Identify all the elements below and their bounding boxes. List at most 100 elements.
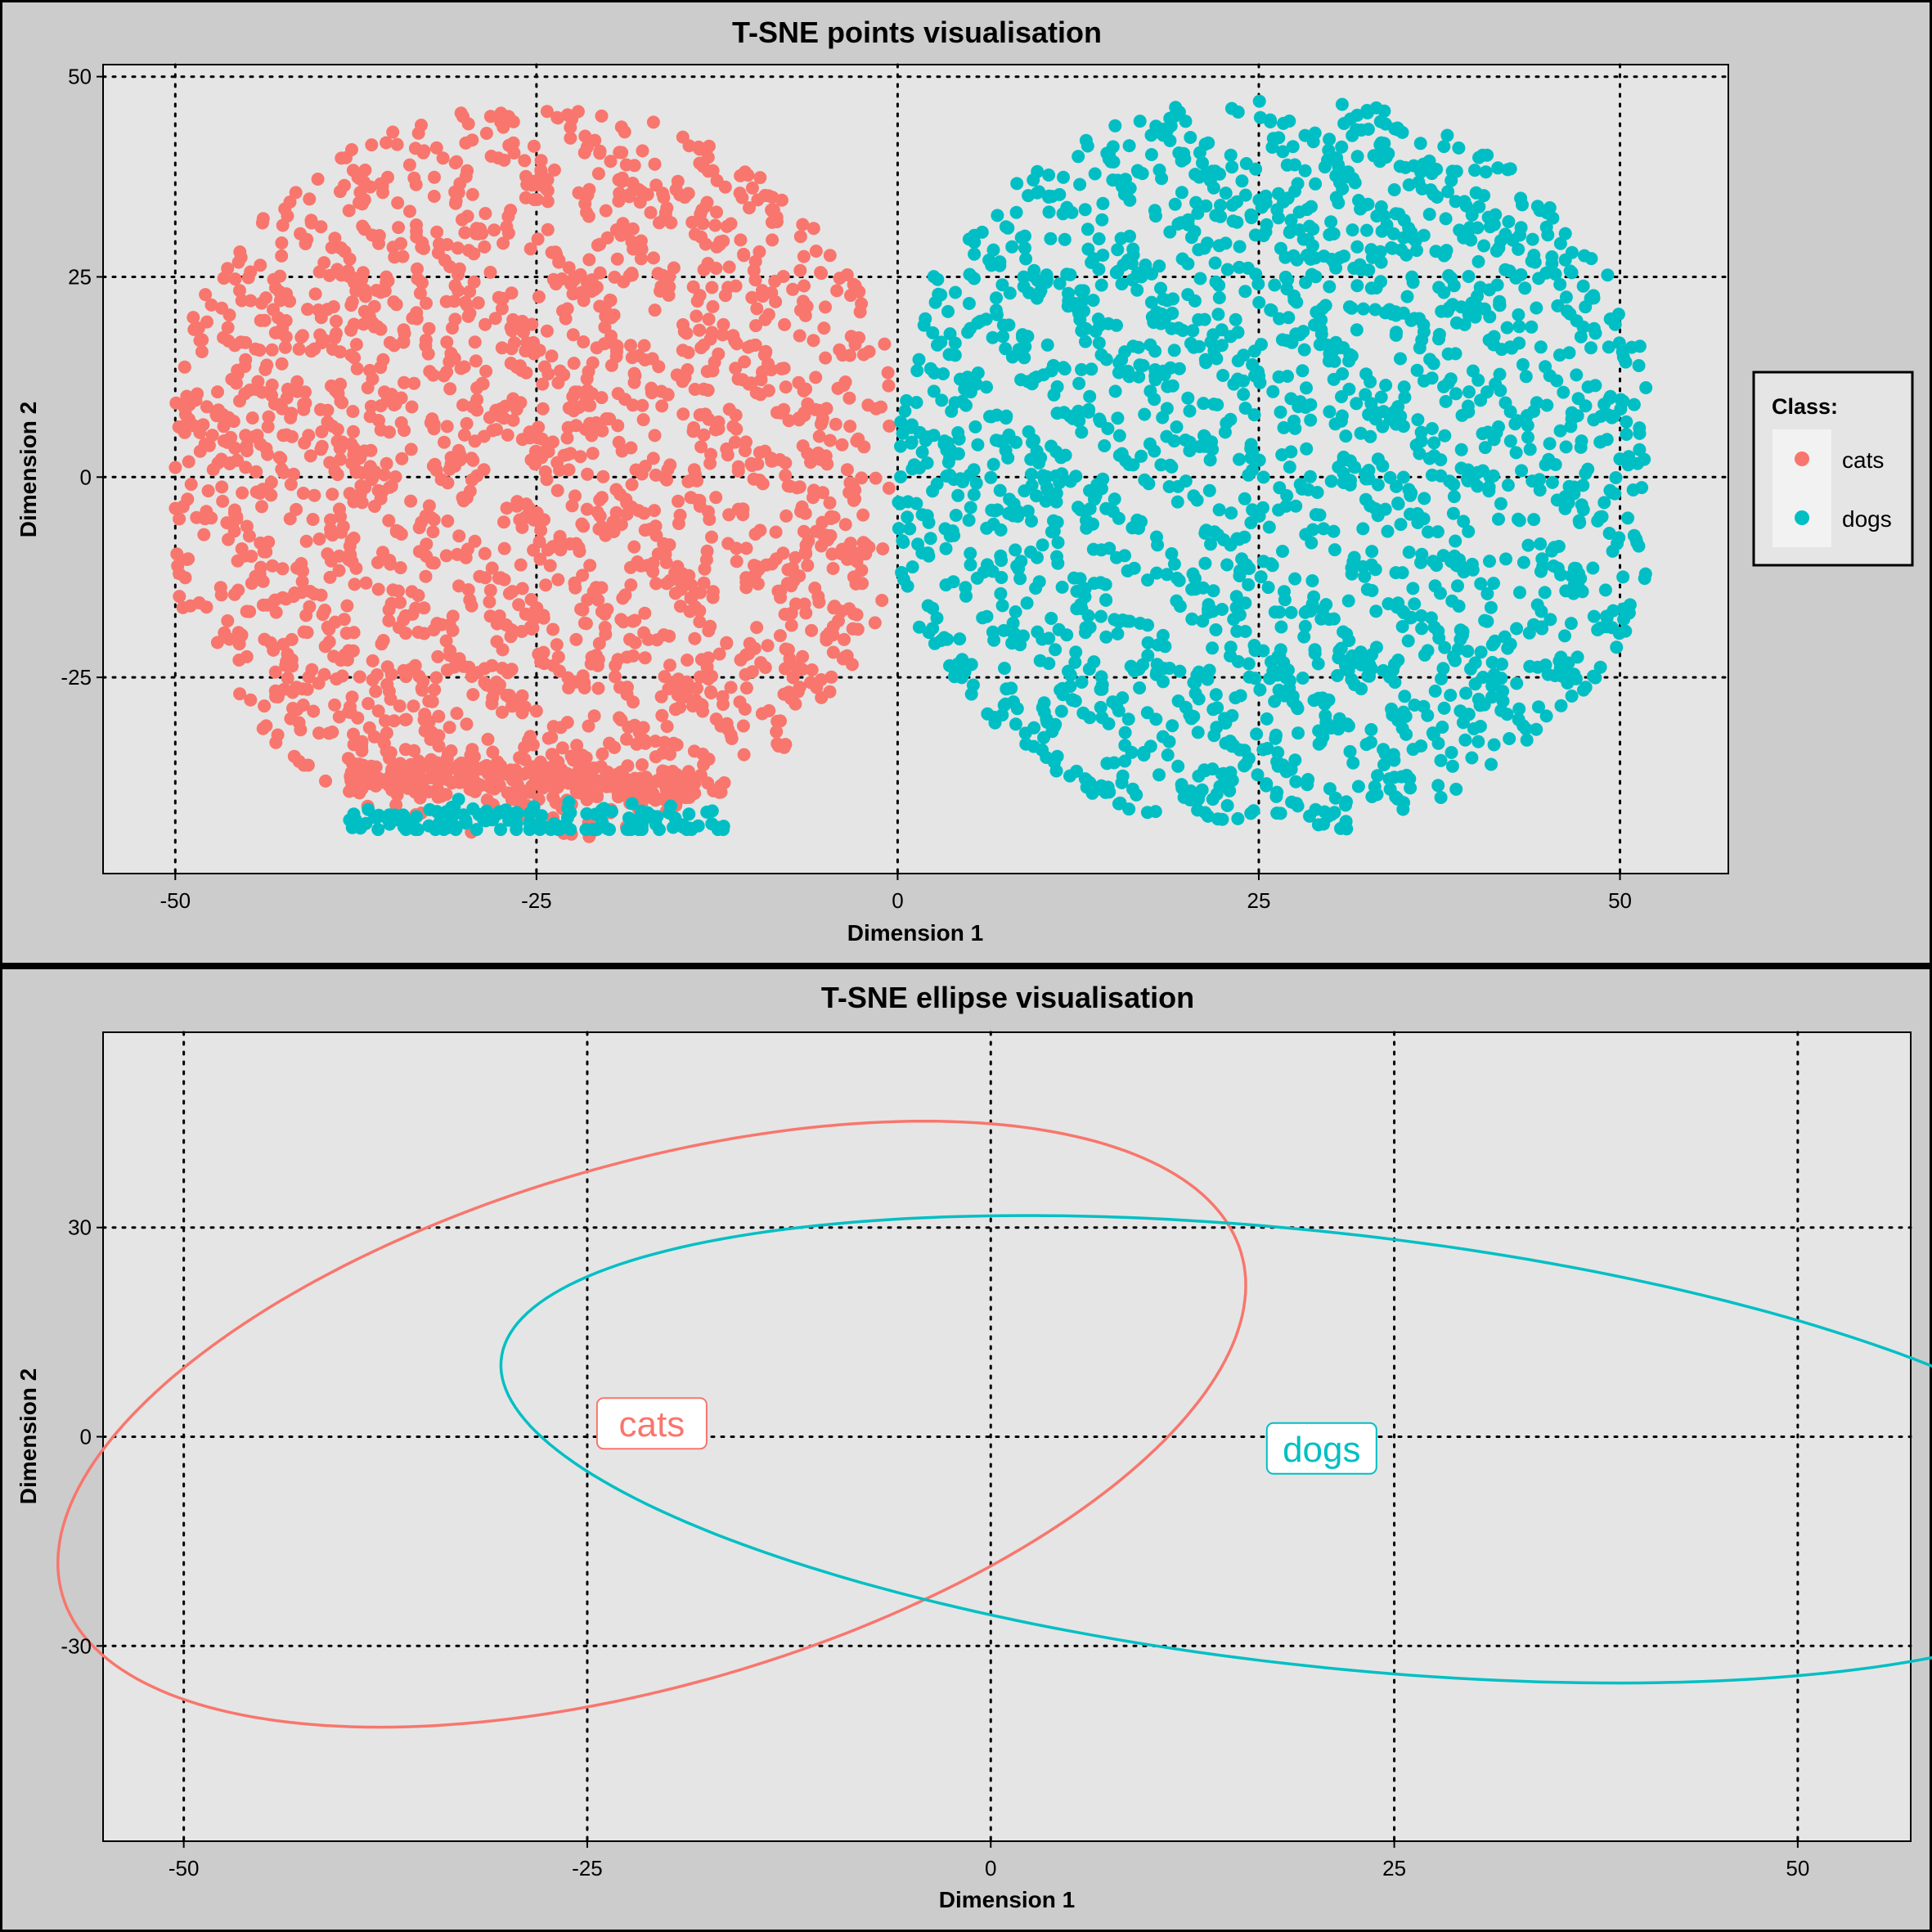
- data-point-dogs: [1031, 550, 1044, 564]
- data-point-cats: [640, 187, 654, 201]
- data-point-dogs: [1487, 577, 1500, 591]
- data-point-cats: [200, 400, 213, 414]
- data-point-dogs: [1050, 407, 1064, 420]
- data-point-dogs: [1539, 709, 1553, 723]
- data-point-cats: [471, 296, 485, 310]
- data-point-cats: [441, 476, 455, 490]
- data-point-cats: [705, 281, 719, 294]
- data-point-cats: [437, 369, 451, 383]
- data-point-dogs: [1165, 321, 1179, 335]
- data-point-cats: [302, 429, 316, 443]
- data-point-cats: [453, 177, 467, 191]
- data-point-dogs: [986, 330, 1000, 344]
- data-point-cats: [519, 191, 532, 204]
- data-point-cats: [180, 553, 194, 566]
- data-point-dogs: [939, 541, 953, 555]
- data-point-cats: [638, 651, 652, 665]
- data-point-cats: [366, 228, 379, 242]
- data-point-dogs: [1202, 136, 1215, 150]
- data-point-dogs: [1359, 198, 1373, 212]
- data-point-dogs: [1525, 474, 1539, 488]
- data-point-dogs: [1166, 306, 1179, 320]
- points-y-tick-label: 0: [80, 465, 92, 489]
- points-x-axis-title: Dimension 1: [847, 920, 983, 946]
- data-point-dogs: [1480, 148, 1494, 162]
- data-point-dogs: [1374, 275, 1387, 289]
- data-point-cats: [721, 448, 735, 462]
- data-point-dogs: [1489, 208, 1503, 222]
- data-point-cats: [737, 247, 751, 261]
- data-point-cats: [843, 420, 857, 434]
- data-point-dogs: [1239, 157, 1253, 170]
- data-point-dogs: [1251, 277, 1265, 291]
- data-point-cats: [440, 420, 454, 434]
- data-point-cats: [245, 411, 259, 425]
- data-point-dogs: [1435, 672, 1448, 685]
- data-point-dogs: [1559, 290, 1573, 304]
- data-point-dogs: [1309, 177, 1323, 191]
- data-point-cats: [786, 671, 800, 685]
- data-point-cats: [660, 577, 673, 591]
- data-point-cats: [712, 647, 726, 661]
- data-point-cats: [411, 754, 425, 768]
- data-point-cats: [399, 670, 413, 684]
- data-point-cats: [417, 241, 430, 255]
- data-point-dogs: [1285, 335, 1299, 349]
- data-point-dogs: [1579, 466, 1593, 480]
- data-point-dogs: [1591, 623, 1605, 636]
- data-point-dogs: [1229, 590, 1243, 604]
- data-point-dogs: [1099, 593, 1113, 607]
- data-point-dogs: [1072, 376, 1086, 390]
- data-point-cats: [285, 632, 299, 646]
- data-point-dogs: [1122, 802, 1136, 816]
- data-point-cats: [440, 752, 454, 766]
- data-point-dogs: [980, 380, 993, 394]
- data-point-cats: [287, 467, 300, 481]
- data-point-cats: [443, 721, 456, 735]
- data-point-dogs: [895, 566, 909, 579]
- data-point-cats: [739, 541, 753, 555]
- data-point-cats: [646, 452, 660, 465]
- data-point-cats: [753, 523, 767, 537]
- data-point-cats: [560, 766, 574, 780]
- data-point-dogs: [1013, 638, 1027, 652]
- data-point-dogs: [1142, 477, 1156, 491]
- data-point-cats: [400, 762, 414, 776]
- data-point-dogs: [1445, 759, 1459, 773]
- data-point-dogs: [1415, 622, 1429, 636]
- data-point-cats: [380, 774, 394, 788]
- data-point-cats: [655, 708, 669, 722]
- data-point-dogs: [1264, 557, 1278, 571]
- legend-label-cats: cats: [1842, 447, 1884, 473]
- data-point-cats: [656, 268, 670, 282]
- data-point-dogs: [605, 805, 618, 819]
- data-point-cats: [193, 425, 207, 439]
- data-point-cats: [451, 547, 464, 561]
- data-point-cats: [329, 384, 342, 398]
- data-point-cats: [443, 355, 456, 369]
- data-point-cats: [603, 736, 616, 750]
- data-point-cats: [530, 506, 544, 519]
- data-point-cats: [636, 398, 649, 412]
- data-point-cats: [326, 487, 339, 501]
- data-point-cats: [470, 222, 483, 236]
- data-point-cats: [646, 564, 660, 578]
- data-point-dogs: [1022, 425, 1036, 438]
- data-point-cats: [572, 186, 586, 200]
- data-point-cats: [348, 577, 362, 591]
- data-point-dogs: [1494, 384, 1507, 398]
- data-point-dogs: [955, 653, 969, 667]
- data-point-dogs: [1020, 596, 1034, 610]
- data-point-dogs: [1069, 470, 1083, 483]
- data-point-cats: [468, 434, 482, 448]
- data-point-cats: [856, 508, 870, 522]
- data-point-dogs: [1525, 232, 1539, 246]
- data-point-cats: [567, 357, 581, 371]
- data-point-cats: [799, 538, 813, 552]
- data-point-dogs: [1225, 198, 1239, 212]
- data-point-dogs: [1242, 468, 1256, 482]
- data-point-dogs: [1237, 388, 1251, 402]
- data-point-cats: [404, 494, 418, 508]
- data-point-dogs: [1394, 352, 1407, 366]
- data-point-cats: [394, 236, 407, 250]
